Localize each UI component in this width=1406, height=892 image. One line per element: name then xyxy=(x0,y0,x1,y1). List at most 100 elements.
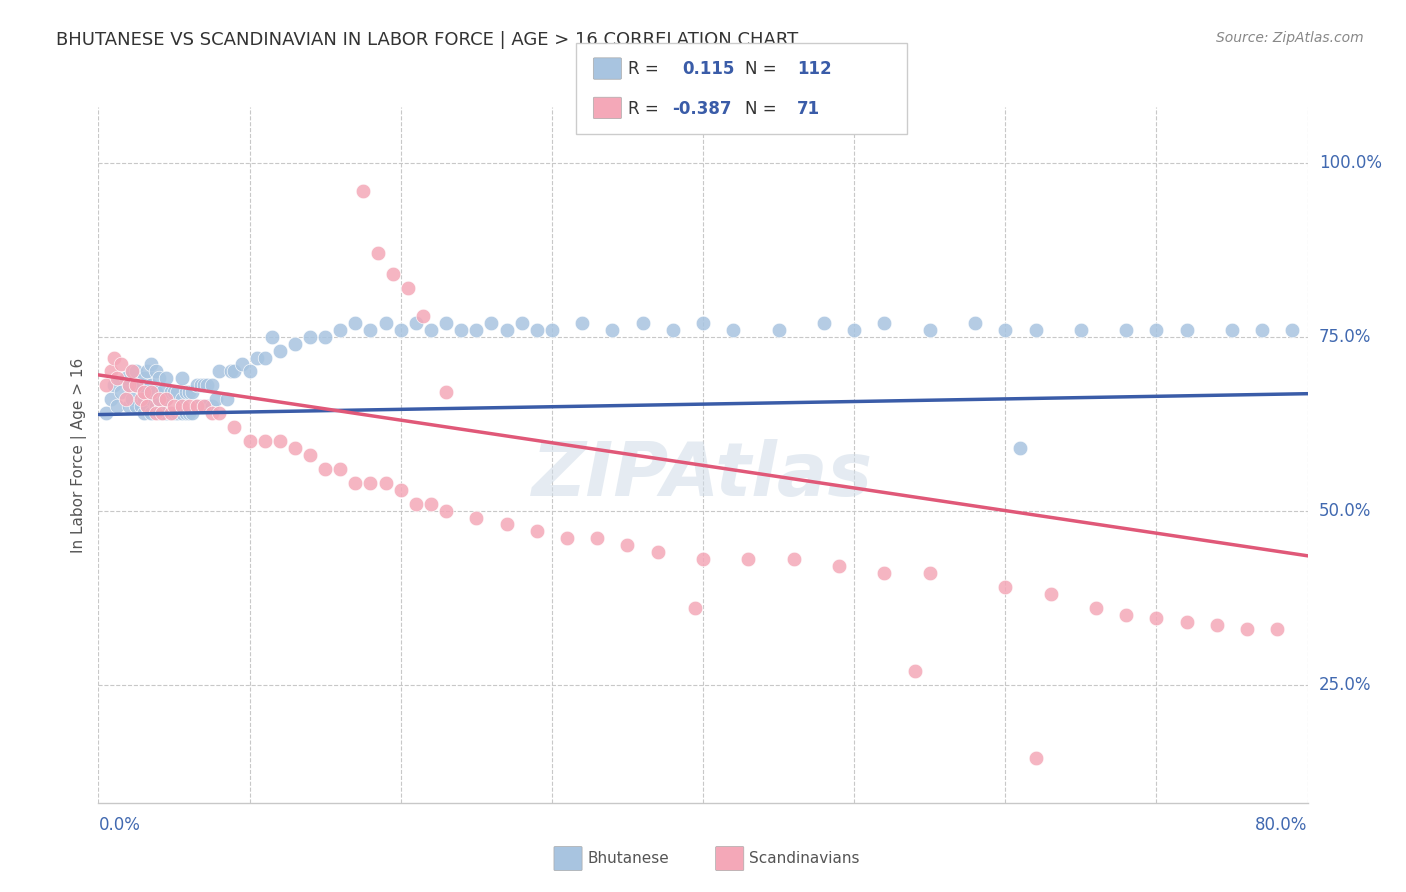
Text: 0.0%: 0.0% xyxy=(98,816,141,834)
Point xyxy=(100,364,122,378)
Point xyxy=(110,358,132,372)
Point xyxy=(1236,622,1258,636)
Point xyxy=(170,406,193,420)
Point xyxy=(141,406,163,420)
Point xyxy=(994,580,1017,594)
Text: 25.0%: 25.0% xyxy=(1319,675,1371,693)
Point xyxy=(94,378,117,392)
Point xyxy=(813,316,835,330)
Point xyxy=(129,399,152,413)
Point xyxy=(360,475,382,490)
Point xyxy=(135,385,157,400)
Point xyxy=(141,358,163,372)
Point xyxy=(190,378,212,392)
Point xyxy=(125,399,148,413)
Point xyxy=(299,329,322,343)
Point xyxy=(918,323,941,337)
Point xyxy=(195,378,218,392)
Point xyxy=(434,503,457,517)
Point xyxy=(190,399,212,413)
Point xyxy=(405,316,427,330)
Point xyxy=(129,378,152,392)
Text: -0.387: -0.387 xyxy=(672,100,731,118)
Point xyxy=(181,406,204,420)
Point xyxy=(481,316,503,330)
Point xyxy=(121,364,143,378)
Point xyxy=(616,538,638,552)
Point xyxy=(118,378,141,392)
Point xyxy=(118,378,141,392)
Point xyxy=(186,399,208,413)
Point xyxy=(125,364,148,378)
Point xyxy=(299,448,322,462)
Point xyxy=(224,364,246,378)
Point xyxy=(1085,601,1108,615)
Point xyxy=(1175,323,1198,337)
Point xyxy=(396,281,419,295)
Point xyxy=(193,399,215,413)
Text: Bhutanese: Bhutanese xyxy=(588,851,669,865)
Point xyxy=(103,351,125,365)
Point xyxy=(201,406,224,420)
Point xyxy=(844,323,866,337)
Point xyxy=(246,351,269,365)
Point xyxy=(284,441,307,455)
Point xyxy=(132,371,155,385)
Point xyxy=(1115,323,1137,337)
Point xyxy=(374,475,396,490)
Point xyxy=(828,559,851,574)
Point xyxy=(121,364,143,378)
Point xyxy=(434,316,457,330)
Point xyxy=(1039,587,1062,601)
Point xyxy=(873,566,896,581)
Point xyxy=(239,434,262,448)
Point xyxy=(510,316,533,330)
Point xyxy=(224,420,246,434)
Point xyxy=(221,364,243,378)
Text: ZIPAtlas: ZIPAtlas xyxy=(533,439,873,512)
Point xyxy=(155,371,177,385)
Point xyxy=(100,392,122,407)
Point xyxy=(253,351,276,365)
Point xyxy=(405,497,427,511)
Point xyxy=(160,385,183,400)
Point xyxy=(145,399,167,413)
Point xyxy=(177,399,201,413)
Point xyxy=(121,392,143,407)
Point xyxy=(692,552,714,566)
Point xyxy=(174,385,197,400)
Point xyxy=(540,323,562,337)
Text: N =: N = xyxy=(745,61,782,78)
Point xyxy=(160,406,183,420)
Point xyxy=(1024,323,1046,337)
Point xyxy=(141,392,163,407)
Y-axis label: In Labor Force | Age > 16: In Labor Force | Age > 16 xyxy=(72,358,87,552)
Point xyxy=(141,378,163,392)
Point xyxy=(586,532,609,546)
Point xyxy=(1220,323,1243,337)
Point xyxy=(1281,323,1303,337)
Point xyxy=(166,385,188,400)
Point xyxy=(150,385,173,400)
Point xyxy=(269,343,291,358)
Point xyxy=(873,316,896,330)
Point xyxy=(231,358,253,372)
Point xyxy=(170,392,193,407)
Point xyxy=(177,406,201,420)
Point xyxy=(150,406,173,420)
Text: R =: R = xyxy=(628,100,665,118)
Point xyxy=(239,364,262,378)
Text: 50.0%: 50.0% xyxy=(1319,501,1371,519)
Point xyxy=(125,378,148,392)
Point xyxy=(170,371,193,385)
Point xyxy=(389,323,412,337)
Point xyxy=(205,392,228,407)
Point xyxy=(994,323,1017,337)
Point xyxy=(148,371,170,385)
Point xyxy=(1206,618,1229,632)
Point xyxy=(412,309,434,323)
Text: Source: ZipAtlas.com: Source: ZipAtlas.com xyxy=(1216,31,1364,45)
Point xyxy=(1010,441,1032,455)
Point xyxy=(166,406,188,420)
Point xyxy=(571,316,593,330)
